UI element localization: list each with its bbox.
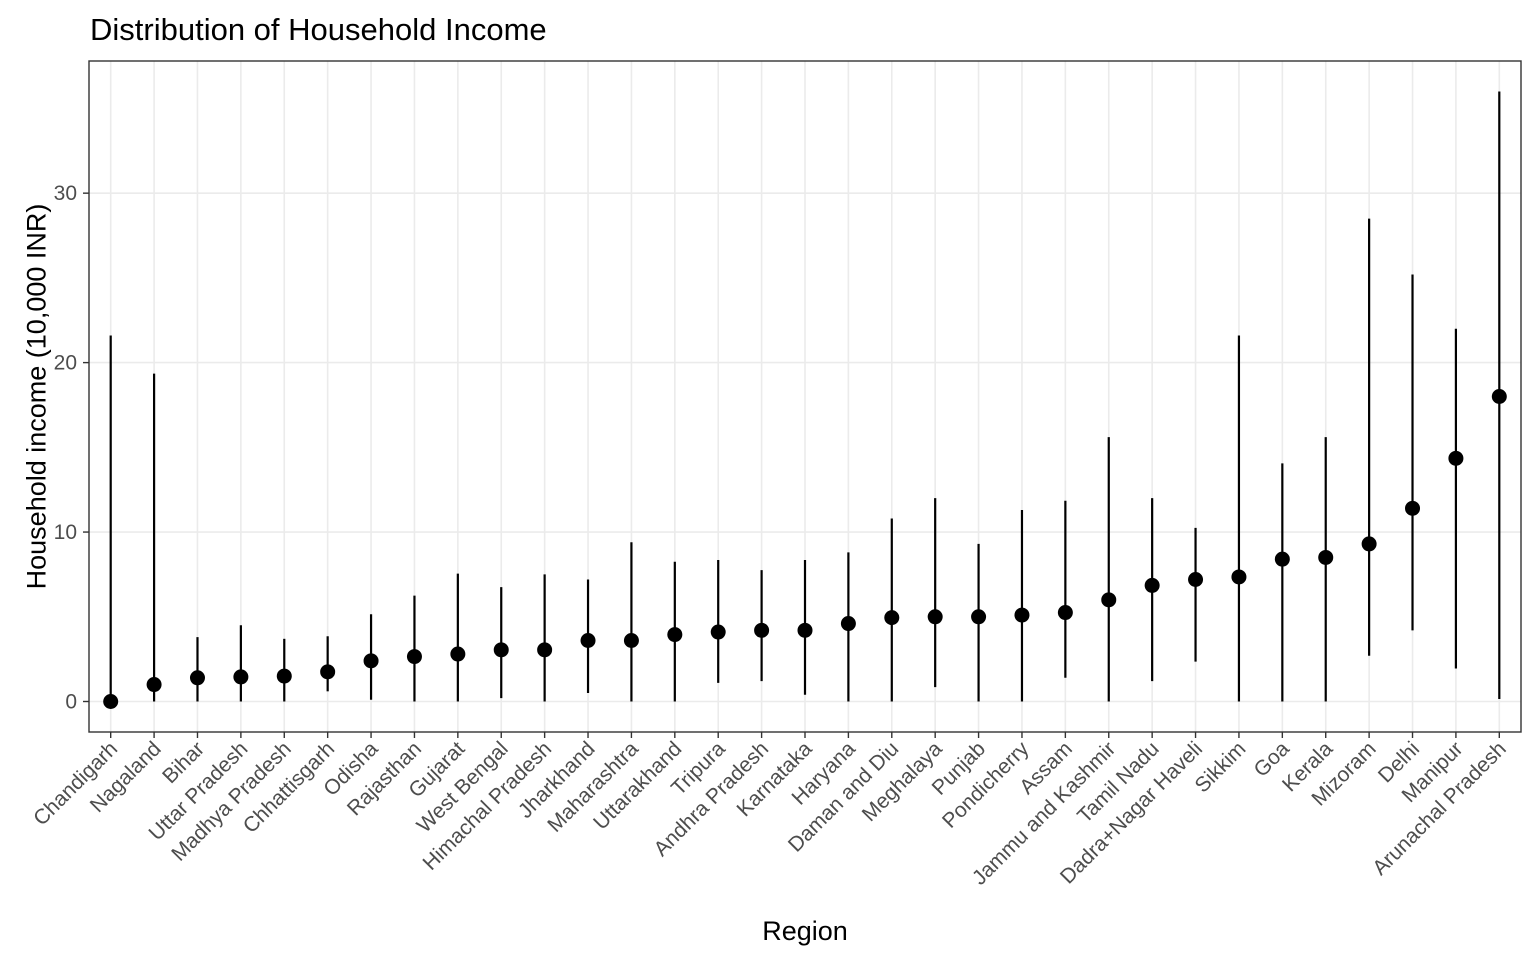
point-19 — [927, 609, 943, 625]
point-31 — [1448, 450, 1464, 466]
point-30 — [1405, 500, 1421, 516]
point-17 — [840, 616, 856, 632]
point-21 — [1014, 607, 1030, 623]
point-26 — [1231, 569, 1247, 585]
point-1 — [146, 677, 162, 693]
chart-title: Distribution of Household Income — [90, 12, 547, 47]
point-13 — [667, 627, 683, 643]
point-5 — [320, 664, 336, 680]
point-27 — [1274, 551, 1290, 567]
point-28 — [1318, 549, 1334, 565]
point-9 — [493, 642, 509, 658]
point-20 — [971, 609, 987, 625]
point-32 — [1491, 389, 1507, 404]
point-4 — [276, 668, 292, 684]
point-23 — [1101, 592, 1117, 608]
point-16 — [797, 622, 813, 638]
point-0 — [103, 694, 119, 709]
point-12 — [623, 633, 639, 648]
point-22 — [1057, 605, 1073, 621]
point-7 — [406, 649, 422, 665]
y-axis: 0 10 20 30 — [54, 182, 89, 714]
y-axis-title: Household income (10,000 INR) — [21, 204, 51, 590]
x-axis-title: Region — [762, 916, 848, 946]
point-24 — [1144, 577, 1160, 593]
point-3 — [233, 669, 249, 685]
point-2 — [189, 670, 205, 686]
point-markers — [103, 389, 1507, 709]
y-tick-label: 30 — [54, 182, 77, 205]
point-10 — [537, 642, 553, 658]
point-25 — [1188, 572, 1204, 587]
y-tick-label: 20 — [54, 352, 77, 375]
point-11 — [580, 633, 596, 648]
y-tick-label: 0 — [65, 691, 77, 714]
point-14 — [710, 624, 726, 640]
point-6 — [363, 653, 379, 669]
point-29 — [1361, 536, 1377, 552]
point-15 — [754, 622, 770, 638]
point-18 — [884, 610, 900, 626]
y-tick-label: 10 — [54, 521, 77, 544]
point-8 — [450, 646, 466, 662]
